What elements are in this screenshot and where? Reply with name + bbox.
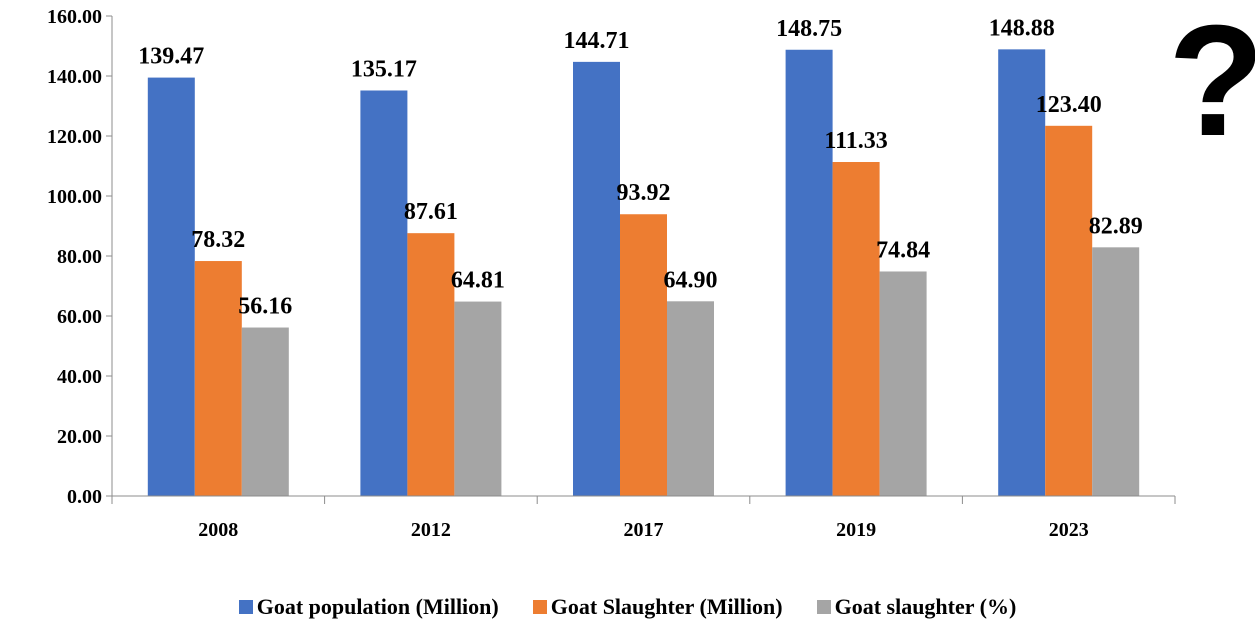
y-axis: 0.00 20.00 40.00 60.00 80.00 100.00 120.00 140.…	[47, 6, 113, 508]
data-label: 144.71	[564, 28, 630, 54]
y-tick-label: 0.00	[67, 486, 102, 508]
y-tick-label: 20.00	[57, 426, 102, 448]
legend-item-goat-population: Goat population (Million)	[238, 594, 499, 620]
x-tick-label: 2012	[411, 519, 451, 541]
x-tick-label: 2019	[836, 519, 876, 541]
y-tick-label: 100.00	[47, 186, 102, 208]
bars	[147, 49, 1140, 497]
data-label: 82.89	[1089, 213, 1143, 239]
bar-goat-slaughter-million	[620, 214, 667, 497]
x-tick-label: 2023	[1049, 519, 1089, 541]
legend-swatch	[238, 600, 253, 614]
data-label: 139.47	[138, 44, 204, 70]
data-label: 123.40	[1036, 92, 1102, 118]
bar-goat-population	[573, 61, 620, 497]
bar-goat-slaughter-million	[194, 261, 242, 496]
legend-item-goat-slaughter-million: Goat Slaughter (Million)	[532, 594, 783, 620]
data-label: 56.16	[238, 294, 292, 320]
question-mark-icon: ?	[1168, 0, 1255, 169]
legend: Goat population (Million) Goat Slaughter…	[0, 594, 1255, 620]
data-label: 87.61	[404, 199, 458, 225]
legend-item-goat-slaughter-percent: Goat slaughter (%)	[816, 594, 1017, 620]
bar-goat-population	[998, 49, 1046, 497]
bar-goat-slaughter-million	[832, 162, 880, 496]
bar-goat-slaughter-percent	[1092, 247, 1140, 496]
data-label: 78.32	[191, 227, 245, 253]
data-label: 74.84	[876, 237, 930, 263]
bar-goat-slaughter-million	[1045, 125, 1093, 497]
bar-goat-population	[785, 49, 833, 496]
bar-goat-slaughter-percent	[241, 327, 289, 496]
bar-goat-slaughter-percent	[667, 301, 714, 496]
legend-swatch	[816, 600, 831, 614]
data-labels: 139.47 78.32 56.16 135.17 87.61 64.81 144.71 93…	[138, 15, 1142, 319]
bar-goat-slaughter-million	[407, 233, 455, 497]
y-tick-label: 160.00	[47, 6, 102, 28]
y-tick-label: 60.00	[57, 306, 102, 328]
y-tick-label: 40.00	[57, 366, 102, 388]
bar-goat-slaughter-percent	[454, 301, 502, 496]
data-label: 64.90	[664, 267, 718, 293]
bar-goat-slaughter-percent	[879, 271, 927, 496]
data-label: 135.17	[351, 56, 417, 82]
legend-label: Goat Slaughter (Million)	[550, 594, 783, 619]
legend-swatch	[532, 600, 547, 614]
data-label: 64.81	[451, 268, 505, 294]
y-tick-label: 80.00	[57, 246, 102, 268]
data-label: 111.33	[824, 128, 887, 154]
legend-label: Goat slaughter (%)	[834, 594, 1017, 619]
data-label: 148.88	[989, 15, 1055, 41]
data-label: 148.75	[776, 16, 842, 42]
x-axis: 2008 2012 2017 2019 2023	[111, 495, 1176, 541]
bar-goat-population	[360, 90, 408, 497]
y-tick-label: 140.00	[47, 66, 102, 88]
legend-label: Goat population (Million)	[256, 594, 499, 619]
y-tick-label: 120.00	[47, 126, 102, 148]
bar-goat-population	[147, 77, 195, 496]
x-tick-label: 2008	[198, 519, 238, 541]
data-label: 93.92	[617, 180, 671, 206]
x-tick-label: 2017	[624, 519, 664, 541]
